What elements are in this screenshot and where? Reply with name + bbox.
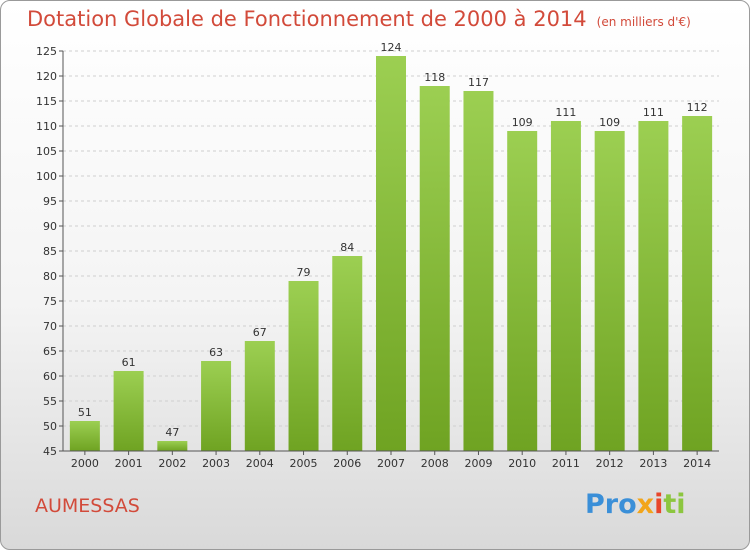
- logo-part-1: Pro: [585, 489, 637, 520]
- bar: [507, 131, 538, 451]
- y-tick-label: 95: [43, 195, 57, 208]
- value-label: 84: [340, 241, 354, 254]
- y-tick-labels: 45 50 55 60 65 70 75 80 85 90 95 100 105 110 115 120 125: [36, 45, 57, 458]
- value-label: 51: [78, 406, 92, 419]
- x-tick-label: 2008: [421, 457, 449, 470]
- y-tick-label: 50: [43, 420, 57, 433]
- y-tick-label: 70: [43, 320, 57, 333]
- x-tick-label: 2010: [508, 457, 536, 470]
- y-tick-label: 125: [36, 45, 57, 58]
- value-label: 117: [468, 76, 489, 89]
- y-tick-label: 65: [43, 345, 57, 358]
- x-tick-label: 2000: [71, 457, 99, 470]
- value-labels: 51 61 47 63 67 79 84 124 118 117 109 111 109 111 112: [78, 41, 708, 439]
- y-tick-label: 105: [36, 145, 57, 158]
- bar: [682, 116, 713, 451]
- value-label: 67: [253, 326, 267, 339]
- logo-part-2: x: [636, 489, 655, 520]
- bar: [69, 421, 100, 451]
- x-tick-label: 2009: [464, 457, 492, 470]
- x-tick-labels: 2000 2001 2002 2003 2004 2005 2006 2007 2008 2009…: [71, 457, 711, 470]
- bar: [157, 441, 188, 451]
- x-tick-label: 2014: [683, 457, 711, 470]
- y-tick-label: 80: [43, 270, 57, 283]
- x-tick-label: 2006: [333, 457, 361, 470]
- y-tick-label: 85: [43, 245, 57, 258]
- bar: [638, 121, 669, 451]
- bar: [463, 91, 494, 451]
- value-label: 109: [599, 116, 620, 129]
- logo-part-3: i: [654, 489, 664, 520]
- bar: [244, 341, 275, 451]
- x-tick-label: 2011: [552, 457, 580, 470]
- y-tick-label: 55: [43, 395, 57, 408]
- value-label: 111: [555, 106, 576, 119]
- y-tick-label: 60: [43, 370, 57, 383]
- bar: [594, 131, 625, 451]
- bar: [332, 256, 363, 451]
- axes: [62, 51, 719, 455]
- chart-title: Dotation Globale de Fonctionnement de 20…: [27, 7, 691, 31]
- value-label: 61: [122, 356, 136, 369]
- proxiti-logo: Proxiti: [585, 489, 686, 520]
- value-label: 112: [687, 101, 708, 114]
- x-tick-label: 2003: [202, 457, 230, 470]
- value-label: 63: [209, 346, 223, 359]
- y-tick-label: 75: [43, 295, 57, 308]
- value-label: 118: [424, 71, 445, 84]
- value-label: 109: [512, 116, 533, 129]
- bar: [201, 361, 232, 451]
- value-label: 79: [297, 266, 311, 279]
- y-tick-label: 115: [36, 95, 57, 108]
- bar: [113, 371, 144, 451]
- bar: [288, 281, 319, 451]
- x-tick-label: 2002: [158, 457, 186, 470]
- value-label: 124: [381, 41, 402, 54]
- bar: [550, 121, 581, 451]
- y-tick-label: 100: [36, 170, 57, 183]
- value-label: 47: [165, 426, 179, 439]
- chart-title-text: Dotation Globale de Fonctionnement de 20…: [27, 7, 587, 31]
- y-tick-label: 90: [43, 220, 57, 233]
- bar: [376, 56, 406, 451]
- x-tick-label: 2007: [377, 457, 405, 470]
- bars: [69, 56, 713, 451]
- unit-note: (en milliers d'€): [596, 15, 691, 29]
- y-tick-label: 45: [43, 445, 57, 458]
- y-tick-label: 110: [36, 120, 57, 133]
- bar: [419, 86, 450, 451]
- y-tick-label: 120: [36, 70, 57, 83]
- x-tick-label: 2004: [246, 457, 274, 470]
- commune-name: AUMESSAS: [35, 495, 140, 517]
- x-tick-label: 2013: [639, 457, 667, 470]
- x-tick-label: 2005: [290, 457, 318, 470]
- x-tick-label: 2012: [596, 457, 624, 470]
- logo-part-4: ti: [663, 489, 686, 520]
- x-tick-label: 2001: [115, 457, 143, 470]
- value-label: 111: [643, 106, 664, 119]
